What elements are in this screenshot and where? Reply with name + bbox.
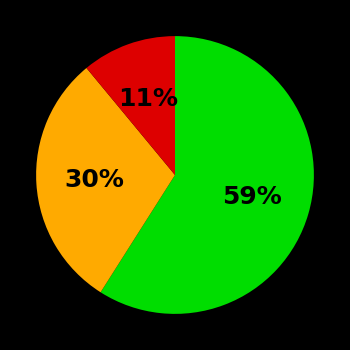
- Wedge shape: [36, 68, 175, 292]
- Text: 11%: 11%: [118, 87, 178, 111]
- Wedge shape: [100, 36, 314, 314]
- Text: 30%: 30%: [65, 168, 125, 192]
- Wedge shape: [86, 36, 175, 175]
- Text: 59%: 59%: [223, 186, 282, 209]
